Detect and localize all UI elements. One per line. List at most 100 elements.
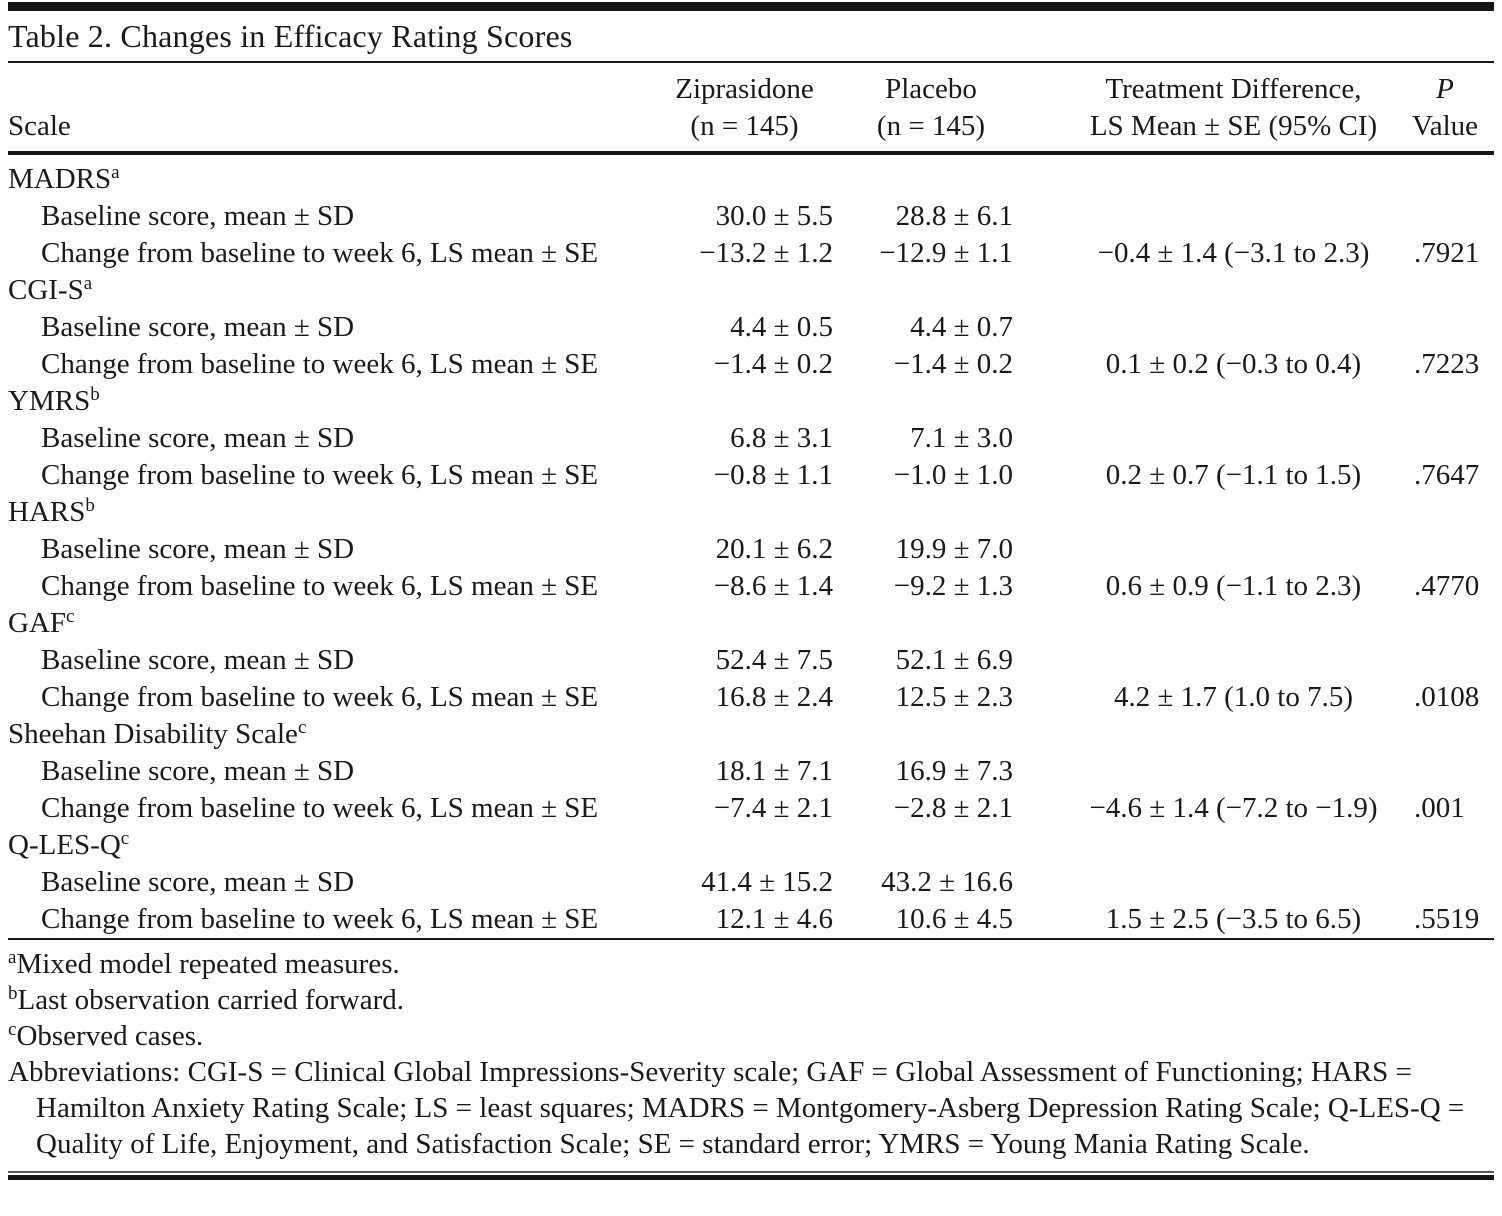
footnote-text: Mixed model repeated measures. — [16, 948, 400, 980]
p-value: .5519 — [1414, 903, 1480, 935]
column-header-scale: Scale — [8, 63, 648, 151]
ziprasidone-value: 41.4 ± 15.2 — [701, 866, 833, 898]
p-header-line1: P — [1436, 73, 1454, 105]
table-section-row: Sheehan Disability Scalec — [8, 716, 1494, 753]
footnote-text: Last observation carried forward. — [17, 984, 405, 1016]
footnote-line: cObserved cases. — [8, 1018, 1494, 1054]
row-label: Baseline score, mean ± SD — [41, 644, 355, 676]
p-value: .4770 — [1414, 570, 1480, 602]
bottom-rule-light — [8, 1171, 1494, 1173]
table-row: Change from baseline to week 6, LS mean … — [8, 901, 1494, 938]
table-section-row: Q-LES-Qc — [8, 827, 1494, 864]
bottom-rule-heavy — [8, 1175, 1494, 1180]
table-section-row: GAFc — [8, 605, 1494, 642]
section-label: HARS — [8, 496, 86, 528]
row-label: Change from baseline to week 6, LS mean … — [41, 681, 599, 713]
treatment-difference-value — [1021, 864, 1396, 901]
efficacy-table-body: MADRSa Baseline score, mean ± SD 30.0 ± … — [8, 155, 1494, 938]
treatment-difference-value: 0.6 ± 0.9 (−1.1 to 2.3) — [1105, 570, 1362, 602]
footnote-marker: c — [66, 606, 75, 627]
p-value — [1396, 864, 1494, 901]
placebo-value: 7.1 ± 3.0 — [910, 422, 1013, 454]
p-value — [1396, 531, 1494, 568]
placebo-value: −1.0 ± 1.0 — [893, 459, 1013, 491]
row-label: Change from baseline to week 6, LS mean … — [41, 237, 599, 269]
ziprasidone-value: −1.4 ± 0.2 — [713, 348, 833, 380]
placebo-value: −2.8 ± 2.1 — [893, 792, 1013, 824]
placebo-value: 12.5 ± 2.3 — [895, 681, 1013, 713]
placebo-value: 43.2 ± 16.6 — [881, 866, 1013, 898]
table-row: Baseline score, mean ± SD 4.4 ± 0.5 4.4 … — [8, 309, 1494, 346]
ziprasidone-value: 18.1 ± 7.1 — [715, 755, 833, 787]
row-label: Change from baseline to week 6, LS mean … — [41, 792, 599, 824]
table-row: Baseline score, mean ± SD 30.0 ± 5.5 28.… — [8, 198, 1494, 235]
ziprasidone-value: −0.8 ± 1.1 — [713, 459, 833, 491]
table-row: Change from baseline to week 6, LS mean … — [8, 235, 1494, 272]
treatment-difference-value: −0.4 ± 1.4 (−3.1 to 2.3) — [1097, 237, 1370, 269]
ziprasidone-value: −13.2 ± 1.2 — [699, 237, 833, 269]
title-rule — [8, 61, 1494, 63]
top-rule — [8, 2, 1494, 11]
column-header-treatment-difference: Treatment Difference, LS Mean ± SE (95% … — [1021, 63, 1396, 151]
placebo-header-line2: (n = 145) — [876, 110, 986, 142]
row-label: Change from baseline to week 6, LS mean … — [41, 348, 599, 380]
table-row: Change from baseline to week 6, LS mean … — [8, 457, 1494, 494]
footnote-marker: c — [120, 828, 130, 849]
p-value — [1396, 753, 1494, 790]
row-label: Change from baseline to week 6, LS mean … — [41, 570, 599, 602]
p-value: .7647 — [1414, 459, 1480, 491]
ziprasidone-value: 6.8 ± 3.1 — [730, 422, 833, 454]
section-label: Sheehan Disability Scale — [8, 718, 298, 750]
footnote-marker: b — [85, 495, 95, 516]
row-label: Change from baseline to week 6, LS mean … — [41, 459, 599, 491]
row-label: Baseline score, mean ± SD — [41, 533, 355, 565]
treatment-difference-value: 1.5 ± 2.5 (−3.5 to 6.5) — [1105, 903, 1362, 935]
ziprasidone-header-line1: Ziprasidone — [675, 73, 814, 105]
placebo-header-line1: Placebo — [885, 73, 977, 105]
table-row: Change from baseline to week 6, LS mean … — [8, 790, 1494, 827]
section-label: Q-LES-Q — [8, 829, 121, 861]
body-rule — [8, 938, 1494, 940]
footnote-marker: b — [90, 384, 100, 405]
footnote-marker: a — [83, 273, 93, 294]
placebo-value: 19.9 ± 7.0 — [895, 533, 1013, 565]
p-header-line2: Value — [1411, 110, 1479, 142]
table-title: Table 2. Changes in Efficacy Rating Scor… — [8, 18, 573, 54]
table-row: Change from baseline to week 6, LS mean … — [8, 679, 1494, 716]
efficacy-table: Scale Ziprasidone (n = 145) Placebo (n =… — [8, 63, 1494, 151]
section-label: GAF — [8, 607, 67, 639]
table-row: Change from baseline to week 6, LS mean … — [8, 346, 1494, 383]
table-section-row: CGI-Sa — [8, 272, 1494, 309]
placebo-value: −12.9 ± 1.1 — [879, 237, 1013, 269]
treatment-difference-value: 0.1 ± 0.2 (−0.3 to 0.4) — [1105, 348, 1362, 380]
row-label: Baseline score, mean ± SD — [41, 755, 355, 787]
footnote-list: aMixed model repeated measures. bLast ob… — [8, 946, 1494, 1054]
table-row: Change from baseline to week 6, LS mean … — [8, 568, 1494, 605]
ziprasidone-value: 16.8 ± 2.4 — [715, 681, 833, 713]
p-value — [1396, 420, 1494, 457]
table-row: Baseline score, mean ± SD 41.4 ± 15.2 43… — [8, 864, 1494, 901]
row-label: Baseline score, mean ± SD — [41, 866, 355, 898]
table-body: MADRSa Baseline score, mean ± SD 30.0 ± … — [8, 155, 1494, 938]
ziprasidone-value: −8.6 ± 1.4 — [713, 570, 833, 602]
column-header-p-value: P Value — [1396, 63, 1494, 151]
p-value: .0108 — [1414, 681, 1480, 713]
abbreviations-note: Abbreviations: CGI-S = Clinical Global I… — [8, 1056, 1465, 1160]
placebo-value: 10.6 ± 4.5 — [895, 903, 1013, 935]
placebo-value: 4.4 ± 0.7 — [910, 311, 1013, 343]
p-value — [1396, 642, 1494, 679]
p-value: .001 — [1414, 792, 1465, 824]
treatment-difference-value: 4.2 ± 1.7 (1.0 to 7.5) — [1113, 681, 1354, 713]
treatment-difference-value: −4.6 ± 1.4 (−7.2 to −1.9) — [1089, 792, 1378, 824]
table-row: Baseline score, mean ± SD 18.1 ± 7.1 16.… — [8, 753, 1494, 790]
scale-header-label: Scale — [8, 110, 71, 142]
placebo-value: 28.8 ± 6.1 — [895, 200, 1013, 232]
treatment-difference-value — [1021, 753, 1396, 790]
footnote-line: aMixed model repeated measures. — [8, 946, 1494, 982]
p-value: .7223 — [1414, 348, 1480, 380]
footnote-marker: c — [297, 717, 307, 738]
treatment-difference-value — [1021, 198, 1396, 235]
footnote-marker: c — [8, 1019, 17, 1040]
treatment-difference-value — [1021, 420, 1396, 457]
treatment-difference-value — [1021, 642, 1396, 679]
